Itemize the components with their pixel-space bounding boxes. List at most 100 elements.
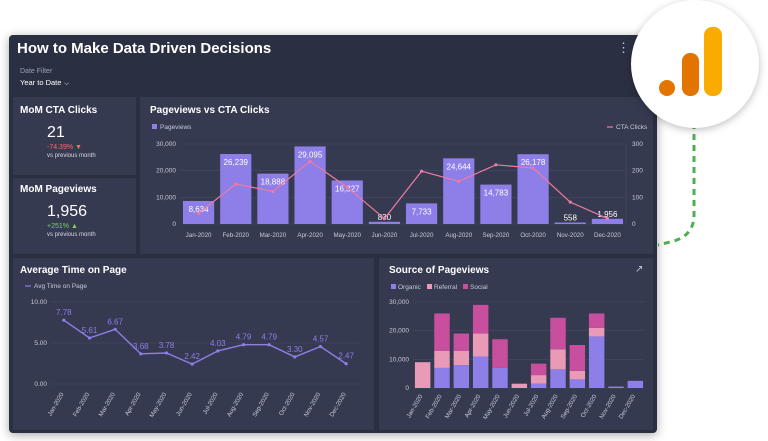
cta-clicks-point xyxy=(345,185,349,189)
pageviews-vs-cta-chart: 0 10,000 20,000 30,000 0 100 200 300 8,634 Jan-20… xyxy=(152,124,648,239)
cta-clicks-point xyxy=(605,216,610,220)
x-tick-label: Aug-2020 xyxy=(226,391,246,418)
y-left-tick-label: 10,000 xyxy=(156,194,176,201)
x-tick-label: Jun-2020 xyxy=(502,393,521,419)
date-filter-dropdown[interactable]: Year to Date ⌵ xyxy=(20,78,69,88)
kpi-cta-change-text: -74.39% xyxy=(47,144,74,151)
avg-time-data-label: 2.42 xyxy=(184,352,200,361)
legend-referral-label: Referral xyxy=(434,284,458,291)
x-tick-label: Oct-2020 xyxy=(520,232,546,239)
social-bar-segment xyxy=(434,313,450,351)
y-left-tick-label: 30,000 xyxy=(156,141,176,148)
cta-clicks-point xyxy=(419,169,424,173)
x-tick-label: Jun-2020 xyxy=(372,232,398,239)
pageviews-bar xyxy=(220,154,252,224)
legend-referral-swatch xyxy=(427,284,432,289)
referral-bar-segment xyxy=(414,362,431,388)
referral-bar-segment xyxy=(569,370,586,380)
pageviews-bar xyxy=(554,222,586,224)
date-filter-value: Year to Date xyxy=(20,78,62,87)
social-bar-segment xyxy=(530,363,547,376)
referral-bar-segment xyxy=(453,350,470,366)
pageviews-bar xyxy=(294,146,326,224)
referral-bar-segment xyxy=(511,383,528,388)
avg-time-data-label: 7.78 xyxy=(56,308,72,317)
referral-bar-segment xyxy=(588,327,605,337)
dashed-connector xyxy=(657,123,696,247)
y-tick-label: 0.00 xyxy=(34,381,47,388)
y-tick-label: 10.00 xyxy=(31,299,48,306)
avg-time-point xyxy=(241,343,246,347)
x-tick-label: Oct-2020 xyxy=(278,391,297,417)
x-tick-label: Jul-2020 xyxy=(410,232,434,239)
x-tick-label: Jan-2020 xyxy=(47,391,66,417)
referral-bar-segment xyxy=(550,349,566,370)
x-tick-label: Nov-2020 xyxy=(303,391,323,418)
organic-bar-segment xyxy=(530,383,547,388)
y-left-tick-label: 20,000 xyxy=(156,168,176,175)
social-bar-segment xyxy=(453,333,470,351)
avg-time-data-label: 4.79 xyxy=(261,333,277,342)
x-tick-label: May-2020 xyxy=(482,393,502,421)
pageviews-data-label: 26,178 xyxy=(521,158,546,167)
organic-bar-segment xyxy=(453,365,470,388)
y-tick-label: 0 xyxy=(405,385,409,392)
arrow-up-icon: ▲ xyxy=(70,223,78,230)
cta-clicks-point xyxy=(568,200,572,204)
kpi-cta-change: -74.39% ▼ xyxy=(47,144,82,151)
cta-clicks-point xyxy=(494,163,498,167)
avg-time-panel[interactable] xyxy=(13,258,374,430)
kpi-pageviews-sub: vs previous month xyxy=(47,232,96,238)
legend-cta-label: CTA Clicks xyxy=(616,124,648,131)
more-options-icon[interactable]: ⋮ xyxy=(617,40,630,55)
x-tick-label: Apr-2020 xyxy=(124,391,143,417)
x-tick-label: Jan-2020 xyxy=(186,232,212,239)
cta-clicks-point xyxy=(457,179,461,183)
organic-bar-segment xyxy=(627,380,644,388)
kpi-pageviews-panel[interactable] xyxy=(13,178,136,254)
kpi-cta-title: MoM CTA Clicks xyxy=(20,105,98,116)
pageviews-data-label: 1,956 xyxy=(597,210,618,219)
x-tick-label: Sep-2020 xyxy=(560,393,580,420)
avg-time-data-label: 5.61 xyxy=(82,326,98,335)
logo-bar-tall xyxy=(704,27,722,96)
kpi-cta-sub: vs previous month xyxy=(47,153,96,159)
cta-clicks-point xyxy=(308,159,312,163)
avg-time-point xyxy=(139,352,143,356)
x-tick-label: Mar-2020 xyxy=(260,232,287,239)
logo-bar-middle xyxy=(682,53,699,96)
avg-time-data-label: 4.57 xyxy=(313,335,329,344)
y-right-tick-label: 200 xyxy=(632,168,643,175)
organic-bar-segment xyxy=(492,367,508,388)
avg-time-point xyxy=(190,362,194,366)
legend-organic-label: Organic xyxy=(398,284,422,291)
y-right-tick-label: 300 xyxy=(632,141,643,148)
social-bar-segment xyxy=(472,304,489,334)
expand-icon[interactable]: ↗ xyxy=(635,264,644,275)
x-tick-label: Apr-2020 xyxy=(297,232,323,239)
x-tick-label: Nov-2020 xyxy=(598,393,618,420)
avg-time-point xyxy=(344,362,348,366)
pageviews-data-label: 29,095 xyxy=(298,150,323,159)
x-tick-label: Apr-2020 xyxy=(464,393,483,419)
logo-dot xyxy=(659,80,675,96)
kpi-cta-panel[interactable] xyxy=(13,97,136,175)
source-pageviews-panel[interactable] xyxy=(379,258,653,430)
organic-bar-segment xyxy=(608,386,624,388)
x-tick-label: Feb-2020 xyxy=(72,391,92,418)
cta-clicks-point xyxy=(271,189,275,194)
cta-clicks-point xyxy=(234,182,238,186)
y-tick-label: 30,000 xyxy=(389,299,409,306)
organic-bar-segment xyxy=(569,379,586,388)
cta-clicks-point xyxy=(382,217,387,221)
pageviews-data-label: 558 xyxy=(564,214,578,223)
avg-time-data-label: 4.79 xyxy=(236,333,252,342)
x-tick-label: Jul-2020 xyxy=(522,393,540,418)
y-tick-label: 20,000 xyxy=(389,328,409,335)
organic-bar-segment xyxy=(588,336,605,388)
x-tick-label: Jan-2020 xyxy=(405,393,424,419)
y-right-tick-label: 100 xyxy=(632,194,643,201)
kpi-pageviews-change-text: +251% xyxy=(47,223,69,230)
source-pageviews-title: Source of Pageviews xyxy=(389,265,490,276)
y-tick-label: 10,000 xyxy=(389,356,409,363)
